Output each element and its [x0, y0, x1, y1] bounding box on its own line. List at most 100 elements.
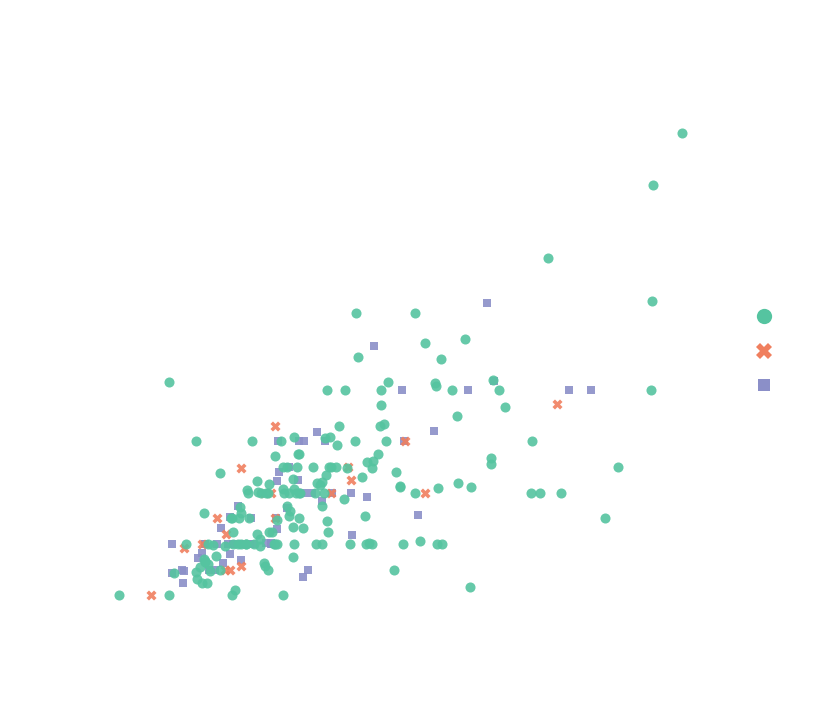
Point — [309, 538, 322, 550]
Point — [350, 307, 363, 318]
Point — [293, 487, 307, 498]
Point — [288, 432, 301, 443]
Point — [195, 577, 209, 588]
Point — [264, 538, 278, 550]
Point — [541, 252, 554, 263]
Point — [213, 564, 226, 575]
Point — [262, 564, 275, 575]
Point — [292, 436, 305, 447]
Point — [313, 479, 327, 491]
Point — [381, 376, 395, 387]
Point — [231, 538, 244, 550]
Point — [286, 473, 299, 484]
Point — [259, 487, 273, 498]
Point — [247, 538, 260, 550]
Point — [251, 475, 264, 486]
Point — [271, 538, 284, 550]
Point — [464, 581, 477, 593]
Point — [265, 537, 278, 548]
Point — [268, 512, 282, 524]
Point — [297, 522, 310, 534]
Point — [315, 538, 328, 549]
Point — [397, 436, 411, 447]
Point — [179, 538, 193, 550]
Point — [292, 475, 305, 486]
Point — [302, 564, 315, 575]
Point — [162, 590, 175, 601]
Point — [216, 557, 229, 569]
Point — [277, 461, 290, 472]
Point — [258, 557, 271, 568]
Point — [297, 436, 310, 447]
Point — [204, 566, 217, 577]
Point — [165, 538, 179, 550]
Point — [366, 538, 379, 550]
Point — [375, 399, 388, 411]
Point — [248, 538, 261, 550]
Point — [168, 567, 181, 579]
Point — [318, 432, 332, 444]
Point — [293, 512, 306, 524]
Point — [219, 564, 232, 575]
Point — [194, 561, 207, 572]
Point — [218, 540, 231, 551]
Point — [584, 385, 597, 396]
Point — [324, 461, 337, 472]
Point — [270, 523, 283, 534]
Point — [258, 487, 271, 498]
Point — [288, 538, 301, 550]
Point — [320, 385, 333, 396]
Point — [611, 461, 624, 472]
Point — [320, 469, 333, 480]
Point — [487, 374, 500, 385]
Point — [396, 385, 409, 396]
Point — [263, 479, 276, 490]
Point — [419, 337, 432, 349]
Point — [525, 436, 538, 447]
Point — [200, 577, 214, 588]
Point — [177, 577, 190, 588]
Point — [214, 522, 228, 534]
Point — [280, 501, 293, 512]
Point — [271, 475, 284, 486]
Point — [283, 461, 296, 472]
Point — [344, 538, 357, 550]
Point — [326, 487, 339, 498]
Point — [265, 526, 278, 537]
Point — [250, 528, 263, 539]
Point — [202, 538, 215, 550]
Point — [450, 410, 464, 421]
Point — [338, 385, 352, 396]
Point — [243, 538, 257, 550]
Point — [598, 512, 612, 524]
Point — [224, 564, 237, 575]
Point — [283, 505, 297, 517]
Point — [330, 461, 343, 472]
Point — [288, 483, 301, 494]
Point — [287, 551, 300, 562]
Point — [253, 534, 267, 545]
Point — [322, 461, 336, 472]
Point — [236, 538, 249, 550]
Point — [227, 527, 240, 538]
Point — [258, 560, 272, 572]
Point — [342, 461, 355, 472]
Point — [533, 487, 546, 498]
Point — [359, 510, 372, 522]
Point — [234, 555, 248, 566]
Point — [413, 536, 426, 547]
Point — [324, 487, 337, 498]
Point — [234, 507, 248, 518]
Point — [315, 496, 328, 507]
Legend: , , : , , — [745, 304, 784, 399]
Point — [480, 297, 494, 309]
Point — [223, 549, 236, 560]
Point — [190, 574, 204, 585]
Point — [226, 512, 239, 524]
Point — [360, 538, 373, 550]
Point — [229, 538, 243, 550]
Point — [398, 436, 411, 447]
Point — [321, 526, 334, 537]
Point — [254, 487, 268, 498]
Point — [331, 440, 344, 451]
